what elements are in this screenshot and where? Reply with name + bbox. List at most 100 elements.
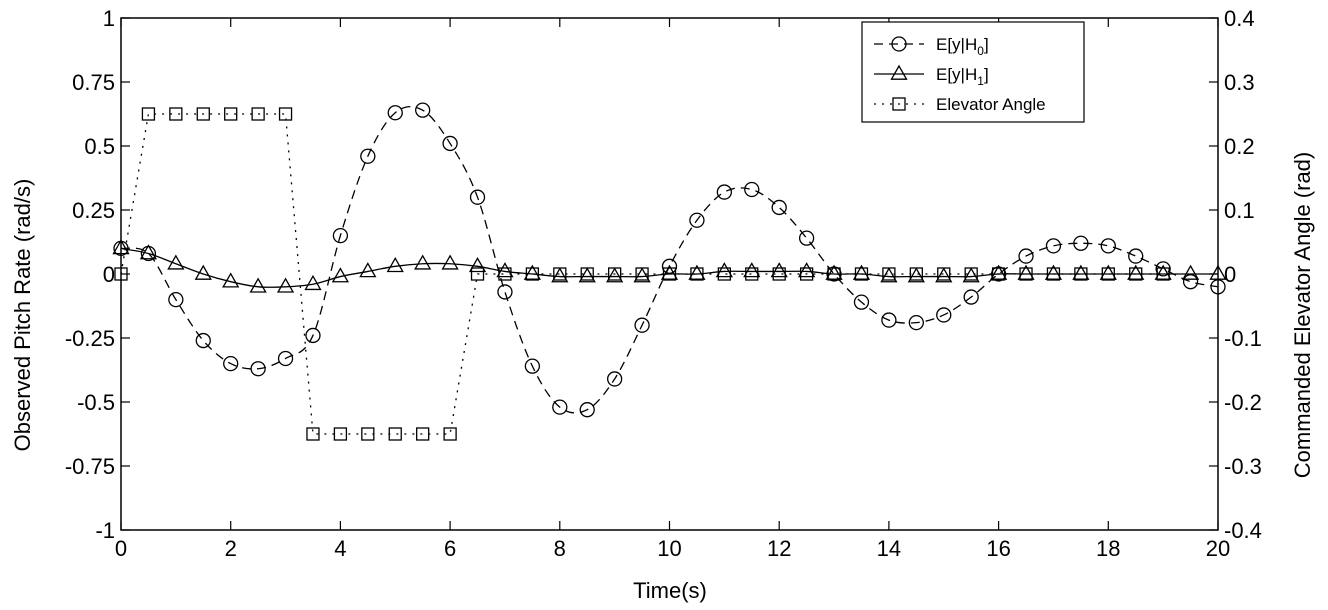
data-point-triangle bbox=[1127, 264, 1145, 280]
legend-label-bracket: ] bbox=[984, 35, 989, 54]
data-point-square bbox=[361, 427, 375, 441]
legend-item: E[y|H1] bbox=[874, 64, 989, 88]
data-point-square bbox=[772, 267, 786, 281]
data-point-triangle bbox=[935, 267, 953, 283]
data-point-triangle bbox=[304, 274, 322, 291]
y-tick-label: 0 bbox=[103, 262, 115, 287]
y2-tick-label: -0.1 bbox=[1224, 326, 1262, 351]
data-point-circle bbox=[853, 294, 870, 310]
data-point-triangle bbox=[441, 254, 459, 270]
y-tick-label: 1 bbox=[103, 6, 115, 31]
data-point-square bbox=[882, 267, 896, 281]
data-point-square bbox=[937, 267, 951, 281]
data-point-triangle bbox=[852, 264, 871, 280]
data-point-triangle bbox=[414, 254, 432, 270]
data-point-circle bbox=[1073, 235, 1089, 251]
data-point-triangle bbox=[386, 257, 404, 273]
data-point-circle bbox=[223, 355, 239, 372]
data-point-square bbox=[196, 107, 210, 121]
series-triangle bbox=[112, 239, 1227, 293]
y-tick-label: 0.5 bbox=[84, 134, 115, 159]
data-point-circle bbox=[771, 199, 787, 216]
data-point-circle bbox=[497, 284, 513, 300]
data-point-square bbox=[635, 267, 649, 281]
data-point-triangle bbox=[633, 267, 651, 283]
data-point-triangle bbox=[1017, 264, 1035, 280]
data-point-circle bbox=[716, 184, 732, 200]
legend-marker-circle bbox=[891, 36, 907, 52]
data-point-triangle bbox=[1072, 264, 1090, 280]
legend-marker-square bbox=[892, 97, 906, 111]
x-tick-label: 0 bbox=[115, 536, 127, 561]
data-point-square bbox=[608, 267, 622, 281]
legend-label-subscript: 0 bbox=[977, 44, 984, 58]
data-point-circle bbox=[963, 289, 979, 305]
series-line bbox=[120, 113, 1164, 435]
data-point-triangle bbox=[222, 272, 240, 288]
data-point-circle bbox=[552, 399, 568, 415]
data-point-triangle bbox=[688, 264, 706, 280]
data-point-circle bbox=[1155, 261, 1171, 277]
data-point-triangle bbox=[276, 277, 295, 293]
data-point-square bbox=[224, 107, 238, 121]
data-point-triangle bbox=[578, 267, 596, 283]
data-point-square bbox=[525, 267, 540, 281]
data-point-triangle bbox=[523, 264, 541, 280]
legend-label-text: E[y|H bbox=[936, 35, 977, 54]
data-point-circle bbox=[168, 291, 184, 308]
x-tick-label: 10 bbox=[657, 536, 681, 561]
data-point-circle bbox=[332, 227, 349, 244]
data-point-circle bbox=[305, 327, 321, 344]
data-point-triangle bbox=[660, 264, 679, 280]
series bbox=[112, 102, 1227, 441]
y-tick-label: -0.75 bbox=[65, 454, 115, 479]
data-point-square bbox=[1046, 267, 1061, 281]
data-point-circle bbox=[277, 350, 294, 367]
data-point-circle bbox=[607, 371, 623, 387]
data-point-circle bbox=[1045, 238, 1062, 254]
data-point-circle bbox=[689, 212, 705, 228]
data-point-circle bbox=[469, 189, 486, 205]
y2-tick-label: -0.2 bbox=[1224, 390, 1262, 415]
x-tick-label: 2 bbox=[225, 536, 237, 561]
data-point-triangle bbox=[1209, 264, 1227, 280]
data-point-triangle bbox=[468, 257, 487, 273]
x-tick-label: 18 bbox=[1096, 536, 1120, 561]
data-point-circle bbox=[524, 358, 541, 374]
legend-label-text: E[y|H bbox=[936, 65, 977, 84]
data-point-circle bbox=[1100, 238, 1116, 254]
y2-tick-label: -0.4 bbox=[1224, 518, 1262, 543]
data-point-square bbox=[306, 427, 320, 441]
y-axis-label: Observed Pitch Rate (rad/s) bbox=[10, 179, 35, 452]
data-point-circle bbox=[744, 181, 760, 198]
x-tick-label: 8 bbox=[554, 536, 566, 561]
y-tick-label: -1 bbox=[95, 518, 115, 543]
data-point-triangle bbox=[989, 264, 1008, 280]
series-circle bbox=[113, 102, 1226, 418]
data-point-triangle bbox=[551, 267, 569, 283]
data-point-square bbox=[470, 267, 485, 281]
data-point-circle bbox=[661, 258, 678, 274]
data-point-circle bbox=[360, 148, 376, 164]
data-point-square bbox=[799, 267, 814, 281]
data-point-square bbox=[854, 267, 869, 281]
data-point-triangle bbox=[1099, 264, 1117, 280]
data-point-square bbox=[169, 107, 183, 121]
series-line bbox=[120, 105, 1219, 414]
data-point-square bbox=[580, 267, 594, 281]
data-point-triangle bbox=[139, 244, 158, 260]
data-point-square bbox=[498, 267, 512, 281]
data-point-square bbox=[909, 267, 923, 281]
legend-label: Elevator Angle bbox=[936, 95, 1046, 114]
data-point-circle bbox=[415, 102, 431, 118]
data-point-triangle bbox=[167, 254, 185, 270]
data-point-square bbox=[991, 267, 1006, 281]
y-tick-label: -0.5 bbox=[77, 390, 115, 415]
data-point-triangle bbox=[962, 267, 980, 283]
data-point-circle bbox=[442, 135, 458, 152]
data-point-circle bbox=[250, 361, 266, 377]
y2-tick-label: 0.4 bbox=[1224, 6, 1255, 31]
data-point-circle bbox=[908, 314, 924, 331]
data-point-square bbox=[114, 267, 128, 281]
legend-item: Elevator Angle bbox=[874, 95, 1046, 114]
